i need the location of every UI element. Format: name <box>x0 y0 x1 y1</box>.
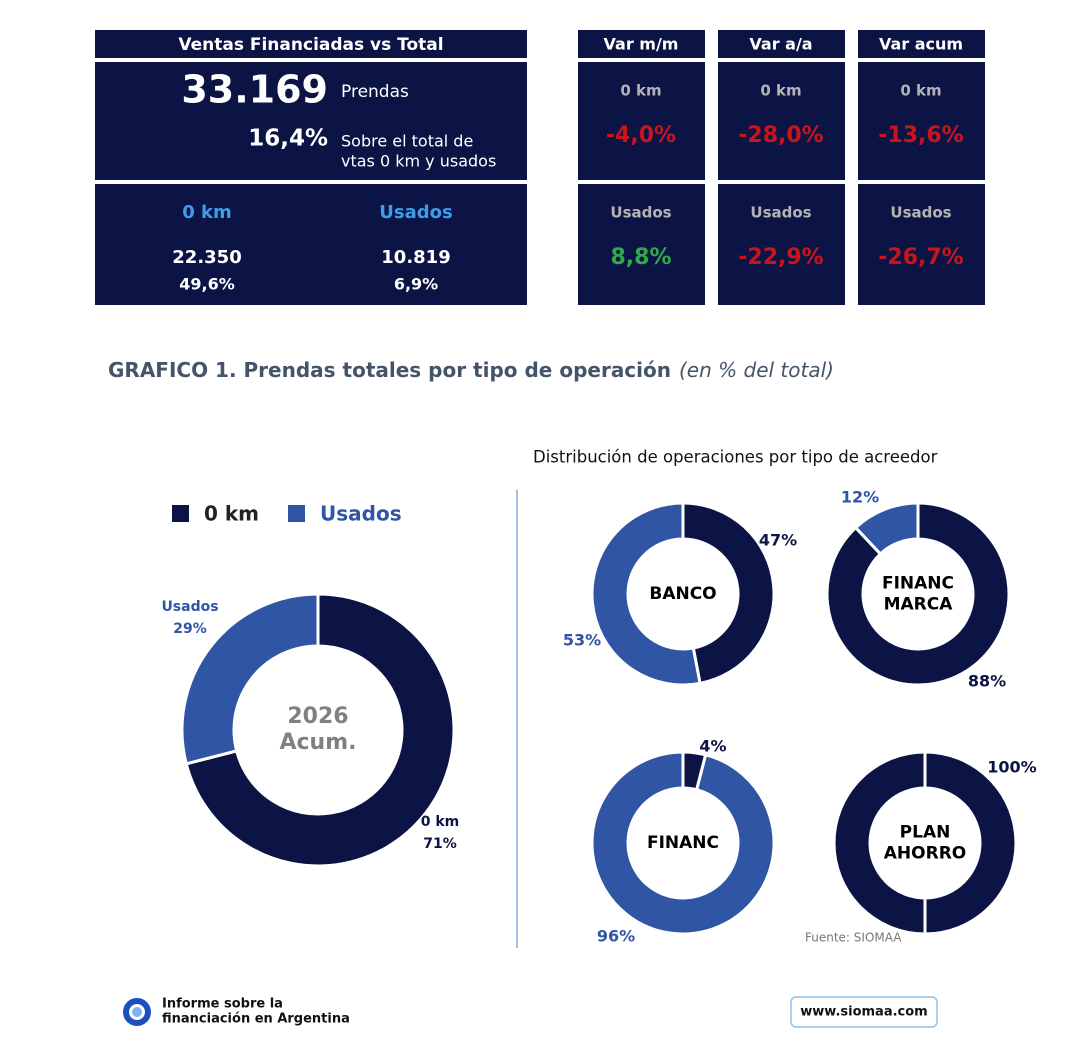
var-cell <box>858 62 985 180</box>
donut-slice <box>853 501 920 557</box>
slice-label: 96% <box>597 927 635 946</box>
slice-name: Usados <box>161 599 218 615</box>
summary-title: Ventas Financiadas vs Total <box>178 35 443 55</box>
legend-swatch <box>172 505 189 522</box>
donut-title: AHORRO <box>884 844 966 864</box>
brand-line: Informe sobre la <box>162 997 283 1012</box>
var-cell <box>578 62 705 180</box>
var-cell <box>858 184 985 305</box>
donut-title: FINANC <box>882 574 954 594</box>
source: Fuente: SIOMAA <box>805 931 902 945</box>
slice-label: 71% <box>423 836 457 852</box>
slice-label: 53% <box>563 631 601 650</box>
summary-main <box>95 62 527 180</box>
donut-slice <box>590 750 776 936</box>
donut-slice <box>681 501 776 686</box>
summary-bottom <box>95 184 527 305</box>
slice-name: 0 km <box>421 814 460 830</box>
donut-slice <box>184 592 456 868</box>
legend-label: 0 km <box>204 502 259 526</box>
slice-label: 4% <box>699 737 726 756</box>
var-value: -22,9% <box>738 245 823 270</box>
column-count: 22.350 <box>172 247 241 268</box>
column-share: 49,6% <box>179 275 235 294</box>
var-label: 0 km <box>620 82 661 100</box>
section-title-note: (en % del total) <box>679 358 834 382</box>
brand-line: financiación en Argentina <box>162 1012 350 1027</box>
summary-total: 33.169 <box>181 68 328 112</box>
donut-title: MARCA <box>884 595 954 615</box>
var-value: -28,0% <box>738 123 823 148</box>
center-label: 2026 <box>287 704 348 729</box>
var-cell <box>578 184 705 305</box>
center-label: Acum. <box>279 730 356 755</box>
donut-slice <box>590 501 702 687</box>
legend-label: Usados <box>320 502 402 526</box>
column-share: 6,9% <box>394 275 438 294</box>
var-label: 0 km <box>900 82 941 100</box>
legend-swatch <box>288 505 305 522</box>
var-label: 0 km <box>760 82 801 100</box>
slice-label: 47% <box>759 531 797 550</box>
summary-share: 16,4% <box>248 126 328 152</box>
donut-slice <box>832 750 1018 936</box>
var-header <box>578 30 705 58</box>
var-title: Var a/a <box>749 35 812 54</box>
donut-title: BANCO <box>649 584 716 604</box>
var-title: Var m/m <box>604 35 679 54</box>
var-value: -26,7% <box>878 245 963 270</box>
distribution-title: Distribución de operaciones por tipo de … <box>533 448 938 467</box>
column-label: 0 km <box>182 202 232 223</box>
url-box <box>790 996 938 1028</box>
logo <box>123 998 151 1026</box>
summary-total-unit: Prendas <box>341 82 409 102</box>
slice-label: 12% <box>841 488 879 507</box>
section-title-main: GRAFICO 1. Prendas totales por tipo de o… <box>108 358 671 382</box>
summary-share-note: vtas 0 km y usados <box>341 152 496 171</box>
column-count: 10.819 <box>381 247 450 268</box>
donut-title: FINANC <box>647 833 719 853</box>
var-value: -4,0% <box>606 123 676 148</box>
slice-label: 29% <box>173 621 207 637</box>
summary-share-note: Sobre el total de <box>341 132 473 151</box>
var-label: Usados <box>750 204 811 222</box>
var-label: Usados <box>610 204 671 222</box>
section-title: GRAFICO 1. Prendas totales por tipo de o… <box>108 358 834 382</box>
donut-slice <box>825 501 1011 687</box>
var-header <box>718 30 845 58</box>
donut-title: PLAN <box>900 823 951 843</box>
var-value: -13,6% <box>878 123 963 148</box>
var-cell <box>718 184 845 305</box>
var-label: Usados <box>890 204 951 222</box>
summary-header <box>95 30 527 58</box>
url: www.siomaa.com <box>800 1005 927 1020</box>
var-header <box>858 30 985 58</box>
var-title: Var acum <box>879 35 963 54</box>
logo-dot <box>132 1007 142 1017</box>
donut-slice <box>180 592 320 766</box>
column-label: Usados <box>379 202 452 223</box>
slice-label: 88% <box>968 672 1006 691</box>
var-value: 8,8% <box>610 245 671 270</box>
slice-label: 100% <box>987 758 1036 777</box>
var-cell <box>718 62 845 180</box>
